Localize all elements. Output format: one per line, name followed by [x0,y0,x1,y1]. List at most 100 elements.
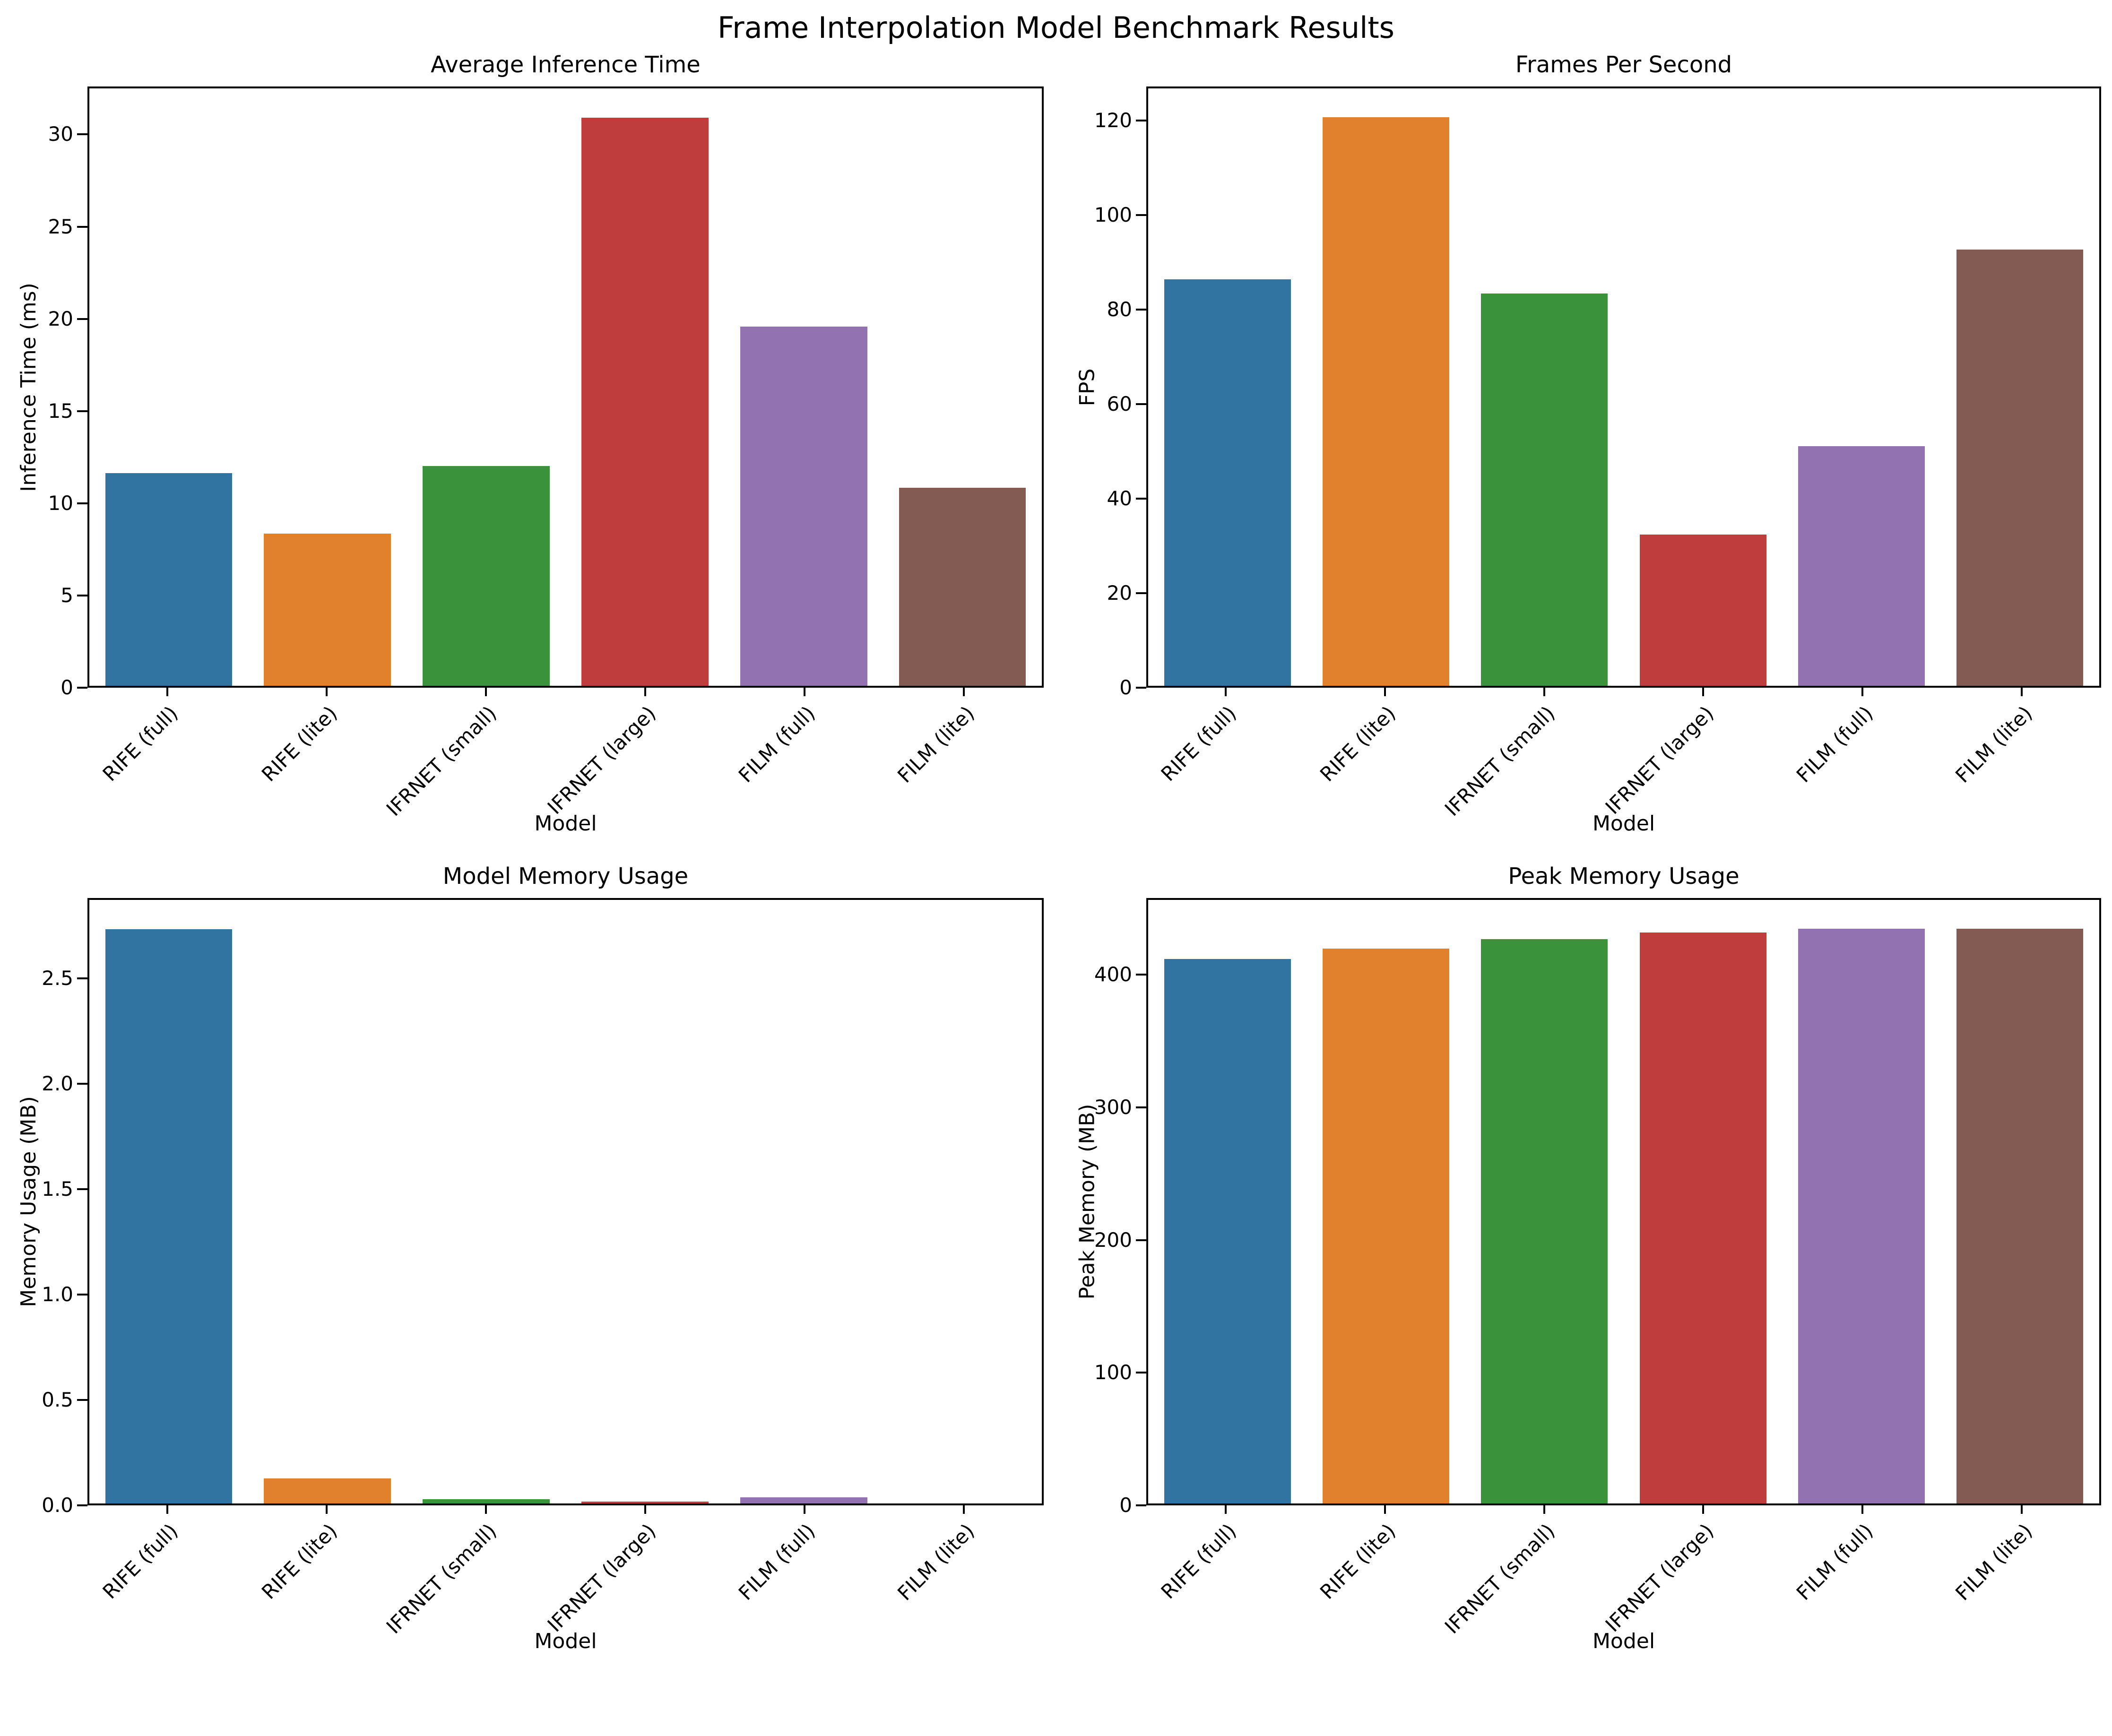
y-tick-label: 20 [1107,581,1132,605]
x-tick-mark [1702,1505,1705,1514]
y-axis-label: FPS [1075,368,1099,406]
bar-ifrnet-small [423,1499,550,1503]
plot-area [1146,86,2101,688]
y-tick-mark [77,318,87,320]
y-tick-mark [1136,974,1146,976]
bar-ifrnet-small [1481,294,1608,686]
x-tick-mark [644,688,647,696]
y-tick-label: 5 [61,583,73,607]
x-tick-mark [485,688,487,696]
plot-area [87,86,1044,688]
x-axis-label: Model [1592,812,1655,836]
y-tick-mark [77,502,87,504]
x-tick-mark [2020,688,2023,696]
x-tick-mark [1702,688,1705,696]
bar-film-full [1798,928,1925,1503]
bar-rife-lite [1322,948,1450,1503]
y-tick-label: 40 [1107,487,1132,510]
y-tick-label: 200 [1094,1228,1132,1252]
x-tick-mark [1225,688,1227,696]
y-axis-label-wrap: Inference Time (ms) [12,86,45,688]
chart-title: Model Memory Usage [442,863,689,890]
bar-rife-lite [264,1478,391,1503]
y-tick-label: 30 [48,122,73,146]
y-tick-label: 400 [1094,963,1132,986]
y-tick-label: 60 [1107,392,1132,415]
x-axis-label: Model [534,1629,597,1653]
y-tick-label: 25 [48,215,73,238]
bar-ifrnet-small [423,466,550,686]
bar-rife-lite [264,534,391,686]
x-tick-mark [1543,1505,1545,1514]
y-tick-mark [77,977,87,979]
y-tick-label: 100 [1094,203,1132,226]
bar-film-lite [899,488,1026,686]
y-axis-label: Memory Usage (MB) [16,1096,41,1307]
x-tick-mark [804,1505,806,1514]
y-tick-label: 80 [1107,298,1132,321]
y-tick-label: 1.5 [42,1177,73,1201]
y-tick-label: 10 [48,491,73,515]
figure-canvas: { "figure": { "title": "Frame Interpolat… [12,10,2101,1653]
figure-title: Frame Interpolation Model Benchmark Resu… [718,10,1394,45]
x-tick-mark [166,688,168,696]
x-tick-mark [1861,688,1863,696]
plot-area [1146,898,2101,1505]
bar-ifrnet-large [1639,535,1766,686]
bar-rife-full [1164,279,1291,686]
chart-title: Frames Per Second [1515,52,1732,78]
y-tick-label: 100 [1094,1361,1132,1384]
y-tick-label: 2.5 [42,966,73,990]
y-axis-label-wrap: Memory Usage (MB) [12,898,45,1505]
plot-area [87,898,1044,1505]
y-tick-mark [1136,1239,1146,1241]
y-tick-mark [77,1082,87,1085]
x-tick-mark [963,688,965,696]
bar-ifrnet-large [581,118,709,686]
y-tick-mark [1136,309,1146,311]
bar-film-full [740,327,867,686]
chart-peak-memory-usage: Peak Memory Usage Peak Memory (MB) Model… [1075,863,2101,1653]
chart-frames-per-second: Frames Per Second FPS Model 0 20 40 60 80 100… [1075,52,2101,836]
chart-model-memory-usage: Model Memory Usage Memory Usage (MB) Mod… [17,863,1044,1653]
y-tick-label: 2.0 [42,1071,73,1095]
y-tick-label: 1.0 [42,1282,73,1306]
y-tick-mark [1136,1372,1146,1374]
x-tick-mark [1861,1505,1863,1514]
x-tick-mark [1543,688,1545,696]
bar-film-lite [1956,249,2084,686]
y-tick-label: 0 [1119,1494,1132,1517]
x-tick-mark [325,688,328,696]
y-tick-label: 0 [1119,676,1132,699]
bar-film-full [1798,446,1925,686]
y-tick-mark [1136,120,1146,121]
y-axis-label: Inference Time (ms) [16,282,41,492]
bar-ifrnet-large [581,1501,709,1503]
y-tick-mark [1136,1504,1146,1506]
chart-title: Peak Memory Usage [1508,863,1740,890]
y-tick-label: 120 [1094,109,1132,132]
x-tick-mark [804,688,806,696]
y-tick-mark [1136,687,1146,689]
x-tick-mark [1384,688,1386,696]
y-tick-mark [77,1188,87,1190]
y-tick-mark [77,1399,87,1401]
y-tick-label: 0.5 [42,1388,73,1411]
bar-rife-full [105,929,233,1503]
bar-film-full [740,1497,867,1503]
y-axis-label-wrap: FPS [1071,86,1104,688]
y-tick-mark [77,225,87,228]
y-tick-label: 0 [61,676,73,699]
y-tick-mark [1136,592,1146,594]
x-axis-label: Model [534,812,597,836]
y-tick-label: 20 [48,307,73,330]
y-tick-mark [77,410,87,412]
bar-rife-lite [1322,117,1450,686]
chart-title: Average Inference Time [431,52,701,78]
bar-ifrnet-small [1481,939,1608,1503]
bar-film-lite [1956,928,2084,1503]
y-tick-mark [1136,403,1146,405]
x-tick-mark [485,1505,487,1514]
y-tick-mark [1136,498,1146,500]
y-tick-label: 15 [48,399,73,423]
